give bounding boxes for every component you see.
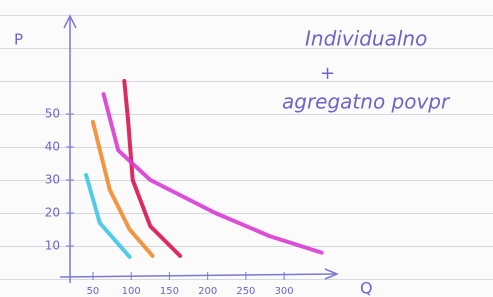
paper: P Q Individualno + agregatno povpr 10 20 3…	[0, 0, 493, 297]
y-tick-label: 50	[45, 107, 60, 121]
annotation: agregatno povpr	[282, 90, 451, 114]
x-tick-label: 250	[236, 286, 255, 297]
x-tick-label: 50	[87, 286, 100, 297]
x-tick-label: 150	[160, 286, 179, 297]
y-tick-label: 20	[45, 206, 60, 220]
x-axis-label: Q	[360, 279, 373, 297]
x-tick-label: 300	[275, 286, 294, 297]
annotation: +	[320, 63, 335, 84]
annotation: Individualno	[305, 27, 427, 51]
demand-curve	[93, 122, 153, 256]
y-tick-label: 40	[45, 140, 60, 154]
x-axis	[60, 274, 335, 277]
x-tick-label: 200	[198, 286, 217, 297]
y-axis-label: P	[14, 31, 23, 49]
y-tick-label: 10	[45, 239, 60, 253]
x-tick-label: 100	[122, 286, 141, 297]
demand-curve	[104, 94, 322, 252]
chart: P Q Individualno + agregatno povpr 10 20 3…	[0, 0, 493, 297]
y-tick-label: 30	[45, 173, 60, 187]
demand-curve	[124, 81, 180, 256]
